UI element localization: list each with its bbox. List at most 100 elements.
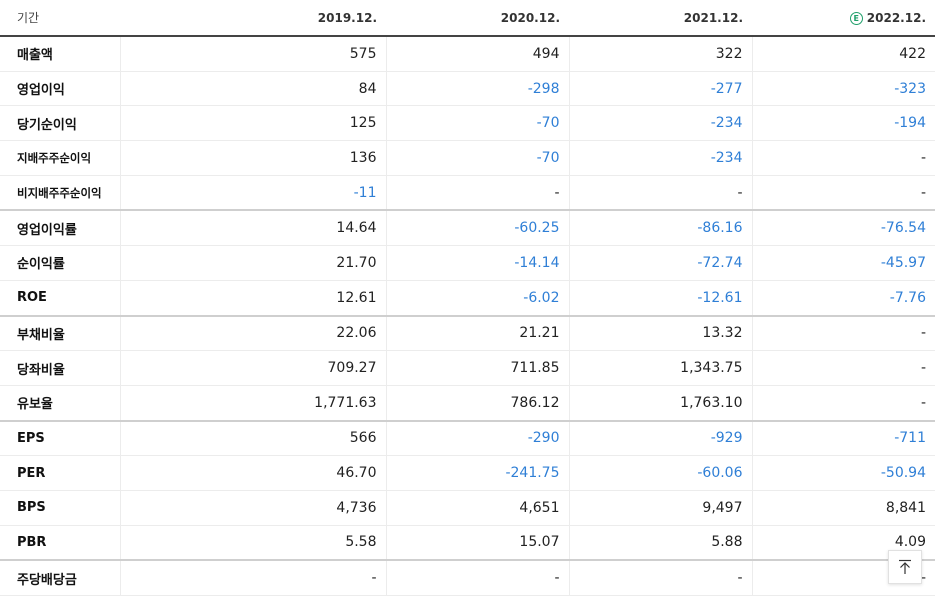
table-cell: 709.27 [119, 350, 386, 386]
table-row: 비지배주주순이익 -11- - - [0, 175, 935, 211]
period-header: 2021.12. [569, 0, 752, 37]
table-row: BPS 4,736 4,651 9,497 8,841 [0, 490, 935, 526]
table-cell: 5.88 [568, 525, 752, 561]
row-label: 순이익률 [0, 245, 120, 281]
table-cell: - [751, 140, 935, 176]
table-cell: 786.12 [385, 385, 569, 422]
table-cell: -290 [385, 419, 569, 457]
table-cell: - [751, 350, 935, 386]
table-cell: 84 [119, 71, 386, 107]
table-cell: 322 [568, 36, 752, 72]
table-cell: -72.74 [568, 245, 752, 281]
table-cell: -86.16 [568, 209, 752, 247]
table-cell: -60.25 [385, 209, 569, 247]
table-cell: -298 [385, 71, 569, 107]
table-cell: 12.61 [119, 280, 386, 317]
table-cell: 15.07 [385, 525, 569, 561]
table-cell: 13.32 [568, 314, 752, 352]
period-header: 2019.12. [120, 0, 386, 37]
table-cell: -241.75 [385, 455, 569, 491]
table-row: EPS 566 -290 -929 -711 [0, 419, 935, 457]
table-row: ROE 12.61 -6.02 -12.61 -7.76 [0, 280, 935, 317]
table-row: 영업이익률 14.64 -60.25 -86.16 -76.54 [0, 209, 935, 247]
table-cell: -194 [751, 105, 935, 142]
row-label: ROE [0, 280, 120, 317]
table-cell: -6.02 [385, 280, 569, 317]
table-cell: - [119, 559, 386, 596]
scroll-to-top-button[interactable] [888, 550, 922, 584]
period-header-estimate: E 2022.12. [752, 0, 935, 37]
table-cell: -7.76 [751, 280, 935, 317]
table-cell: 1,343.75 [568, 350, 752, 386]
table-cell: - [385, 559, 569, 596]
table-cell: 14.64 [119, 209, 386, 247]
table-cell: - [385, 175, 569, 211]
table-cell: 4,736 [119, 490, 386, 526]
table-row: PBR 5.58 15.07 5.88 4.09 [0, 525, 935, 561]
table-cell: - [568, 175, 752, 211]
table-cell: -234 [568, 105, 752, 142]
row-label: 당좌비율 [0, 350, 120, 386]
row-label: 영업이익 [0, 71, 120, 107]
table-cell: - [751, 385, 935, 422]
table-cell: -711 [751, 419, 935, 457]
table-row: 영업이익 84 -298 -277 -323 [0, 71, 935, 107]
period-header: 2020.12. [386, 0, 569, 37]
table-row: 순이익률 21.70 -14.14 -72.74 -45.97 [0, 245, 935, 281]
table-cell: -60.06 [568, 455, 752, 491]
table-cell: 575 [119, 36, 386, 72]
row-label: PER [0, 455, 120, 491]
table-row: PER 46.70 -241.75 -60.06 -50.94 [0, 455, 935, 491]
row-label: 유보율 [0, 385, 120, 422]
table-cell: 1,763.10 [568, 385, 752, 422]
table-cell: 5.58 [119, 525, 386, 561]
row-label: 영업이익률 [0, 209, 120, 247]
table-row: 매출액 575 494 322 422 [0, 36, 935, 72]
period-header-label: 기간 [0, 0, 120, 37]
table-cell: 46.70 [119, 455, 386, 491]
table-cell: 711.85 [385, 350, 569, 386]
table-cell: -14.14 [385, 245, 569, 281]
table-cell: 1,771.63 [119, 385, 386, 422]
table-cell: - [568, 559, 752, 596]
table-row: 부채비율 22.06 21.21 13.32- [0, 314, 935, 352]
row-label: EPS [0, 419, 120, 457]
table-cell: 21.70 [119, 245, 386, 281]
table-cell: 4,651 [385, 490, 569, 526]
table-cell: -12.61 [568, 280, 752, 317]
table-cell: 9,497 [568, 490, 752, 526]
table-cell: 422 [751, 36, 935, 72]
table-row: 유보율 1,771.63 786.12 1,763.10- [0, 385, 935, 422]
period-header: 2022.12. [866, 10, 926, 25]
table-cell: -929 [568, 419, 752, 457]
row-label: 매출액 [0, 36, 120, 72]
table-row: 지배주주순이익 136 -70 -234- [0, 140, 935, 176]
arrow-up-to-line-icon [899, 559, 911, 574]
estimate-badge-icon: E [849, 11, 863, 25]
table-cell: -234 [568, 140, 752, 176]
table-cell: - [751, 314, 935, 352]
table-cell: -323 [751, 71, 935, 107]
table-cell: 494 [385, 36, 569, 72]
table-cell: 136 [119, 140, 386, 176]
table-cell: -70 [385, 140, 569, 176]
row-label: 부채비율 [0, 314, 120, 352]
row-label: PBR [0, 525, 120, 561]
row-label: BPS [0, 490, 120, 526]
table-cell: 125 [119, 105, 386, 142]
row-label: 주당배당금 [0, 559, 120, 596]
row-label: 비지배주주순이익 [0, 175, 120, 211]
table-cell: -70 [385, 105, 569, 142]
table-cell: - [751, 175, 935, 211]
row-label: 당기순이익 [0, 105, 120, 142]
table-cell: 21.21 [385, 314, 569, 352]
table-cell: 22.06 [119, 314, 386, 352]
table-cell: 566 [119, 419, 386, 457]
table-cell: 8,841 [751, 490, 935, 526]
table-row: 당기순이익 125 -70 -234 -194 [0, 105, 935, 142]
header-row: 기간 2019.12. 2020.12. 2021.12. E 2022.12. [0, 0, 935, 37]
row-label: 지배주주순이익 [0, 140, 120, 176]
table-cell: -76.54 [751, 209, 935, 247]
table-row: 주당배당금 - - - - [0, 559, 935, 596]
